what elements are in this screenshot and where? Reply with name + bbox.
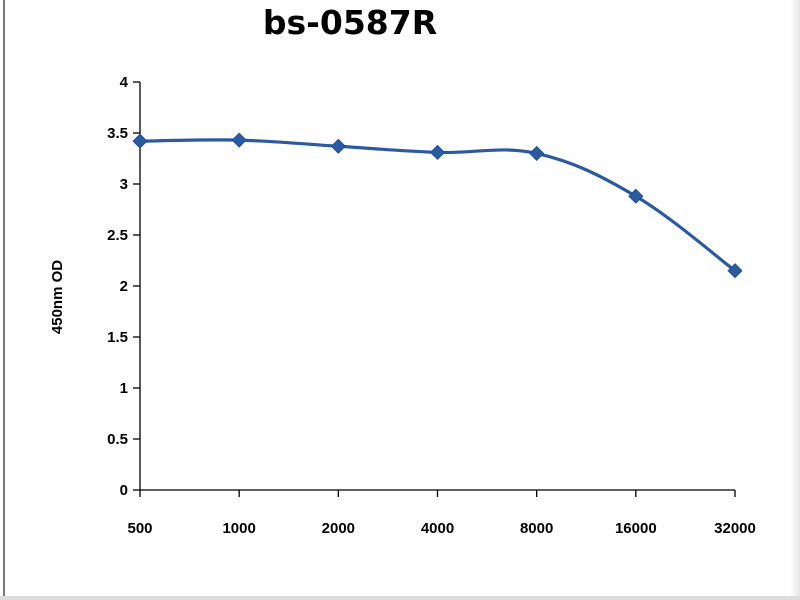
chart-title: bs-0587R — [263, 3, 437, 42]
data-point-marker — [628, 188, 644, 204]
y-tick-label: 0.5 — [107, 431, 128, 448]
x-tick-label: 1000 — [222, 520, 255, 537]
y-tick-label: 2 — [120, 278, 128, 295]
y-tick-label: 3.5 — [107, 125, 128, 142]
y-tick-label: 4 — [120, 74, 129, 91]
x-tick-labels: 500 1000 2000 4000 8000 16000 32000 — [127, 520, 755, 537]
data-point-marker — [727, 263, 743, 279]
data-point-marker — [529, 145, 545, 161]
y-tick-label: 2.5 — [107, 227, 128, 244]
y-tick-label: 3 — [120, 176, 128, 193]
x-tick-label: 16000 — [615, 520, 657, 537]
y-tick-label: 1.5 — [107, 329, 128, 346]
x-tick-label: 2000 — [322, 520, 355, 537]
x-tick-label: 32000 — [714, 520, 756, 537]
data-point-marker — [330, 138, 346, 154]
data-point-marker — [429, 144, 446, 160]
y-tick-label: 0 — [120, 482, 128, 499]
chart-frame — [3, 0, 797, 598]
x-tick-label: 4000 — [421, 520, 454, 537]
right-edge-shadow — [790, 0, 800, 600]
data-point-marker — [231, 132, 247, 148]
y-axis-label: 450nm OD — [49, 260, 66, 334]
y-tick-label: 1 — [120, 380, 128, 397]
axes — [133, 81, 736, 497]
y-tick-labels: 0 0.5 1 1.5 2 2.5 3 3.5 4 — [107, 74, 129, 499]
x-tick-label: 8000 — [520, 520, 553, 537]
bottom-edge-shadow — [0, 596, 800, 600]
series-markers — [132, 132, 743, 279]
data-point-marker — [132, 133, 148, 149]
x-tick-label: 500 — [127, 520, 152, 537]
